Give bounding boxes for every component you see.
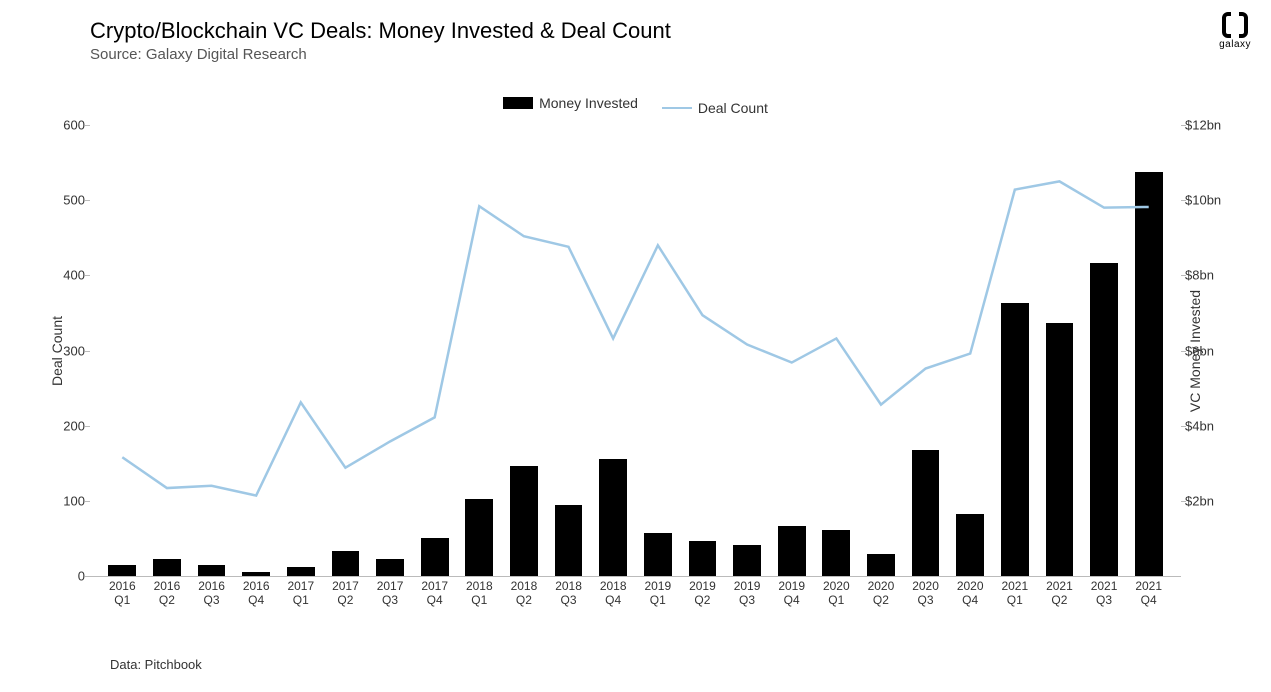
y-right-tick: $6bn: [1185, 343, 1233, 358]
bar: [1046, 323, 1074, 576]
bar: [510, 466, 538, 576]
x-tick-label: 2020Q2: [867, 580, 895, 612]
bar: [421, 538, 449, 576]
data-source-footer: Data: Pitchbook: [110, 657, 202, 672]
bar: [287, 567, 315, 576]
x-tick-label: 2021Q4: [1135, 580, 1163, 612]
y-right-tick: $2bn: [1185, 493, 1233, 508]
x-tick-label: 2018Q3: [555, 580, 583, 612]
bar: [912, 450, 940, 576]
bar: [822, 530, 850, 576]
x-tick-label: 2018Q4: [599, 580, 627, 612]
galaxy-logo-icon: [1222, 12, 1248, 38]
y-left-tick: 100: [45, 493, 85, 508]
y-left-tick: 600: [45, 118, 85, 133]
galaxy-logo: galaxy: [1219, 12, 1251, 50]
y-left-tick: 200: [45, 418, 85, 433]
bar: [689, 541, 717, 576]
legend-item-bar: Money Invested: [503, 95, 638, 111]
galaxy-logo-text: galaxy: [1219, 39, 1251, 50]
x-tick-label: 2021Q3: [1090, 580, 1118, 612]
bar: [198, 565, 226, 576]
x-tick-label: 2020Q4: [956, 580, 984, 612]
y-right-tick: $4bn: [1185, 418, 1233, 433]
x-tick-label: 2019Q3: [733, 580, 761, 612]
x-tick-label: 2019Q2: [689, 580, 717, 612]
x-tick-label: 2017Q1: [287, 580, 315, 612]
bar: [153, 559, 181, 576]
chart-area: Deal Count VC Money Invested 01002003004…: [90, 125, 1181, 612]
bar: [376, 559, 404, 576]
legend-line-label: Deal Count: [698, 100, 768, 116]
bar: [956, 514, 984, 576]
chart-subtitle: Source: Galaxy Digital Research: [90, 46, 671, 63]
bar: [242, 572, 270, 577]
bar: [1090, 263, 1118, 576]
bar: [867, 554, 895, 576]
y-left-tick: 0: [45, 569, 85, 584]
bar: [599, 459, 627, 576]
bar: [108, 565, 136, 576]
bar: [1135, 172, 1163, 576]
y-right-tick: $10bn: [1185, 193, 1233, 208]
y-right-tick: $8bn: [1185, 268, 1233, 283]
line-swatch-icon: [662, 107, 692, 109]
x-tick-label: 2020Q1: [822, 580, 850, 612]
x-tick-label: 2018Q1: [465, 580, 493, 612]
x-tick-label: 2016Q2: [153, 580, 181, 612]
x-tick-label: 2019Q1: [644, 580, 672, 612]
bar: [733, 545, 761, 576]
chart-title: Crypto/Blockchain VC Deals: Money Invest…: [90, 18, 671, 44]
y-left-tick: 300: [45, 343, 85, 358]
bar: [778, 526, 806, 576]
x-tick-label: 2017Q2: [332, 580, 360, 612]
y-right-tick: $12bn: [1185, 118, 1233, 133]
x-tick-label: 2019Q4: [778, 580, 806, 612]
bar: [465, 499, 493, 576]
legend-bar-label: Money Invested: [539, 95, 638, 111]
y-left-tick: 400: [45, 268, 85, 283]
x-tick-label: 2017Q3: [376, 580, 404, 612]
x-tick-label: 2021Q2: [1046, 580, 1074, 612]
x-tick-label: 2016Q4: [242, 580, 270, 612]
x-tick-label: 2016Q3: [198, 580, 226, 612]
x-tick-label: 2018Q2: [510, 580, 538, 612]
legend: Money Invested Deal Count: [0, 95, 1271, 116]
x-tick-label: 2017Q4: [421, 580, 449, 612]
bar: [332, 551, 360, 576]
bar: [555, 505, 583, 576]
legend-item-line: Deal Count: [662, 100, 768, 116]
bar-swatch-icon: [503, 97, 533, 109]
x-tick-label: 2020Q3: [912, 580, 940, 612]
y-left-tick: 500: [45, 193, 85, 208]
bar: [644, 533, 672, 576]
bar: [1001, 303, 1029, 576]
x-tick-label: 2021Q1: [1001, 580, 1029, 612]
x-tick-label: 2016Q1: [108, 580, 136, 612]
